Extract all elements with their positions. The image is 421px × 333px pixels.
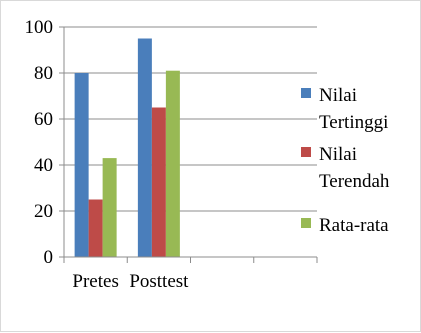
y-tick-label: 80	[34, 63, 53, 84]
y-tick-labels: 0 20 40 60 80 100	[25, 17, 54, 268]
axes	[59, 26, 318, 263]
bar-rata-rata-Posttest	[165, 70, 180, 257]
y-tick-label: 20	[34, 201, 53, 222]
bar-nilai-tertinggi-Pretes	[74, 73, 89, 257]
legend-label: Tertinggi	[319, 112, 388, 133]
y-tick-label: 60	[34, 109, 53, 130]
legend-label: Nilai	[319, 144, 357, 165]
legend-swatch	[301, 218, 311, 228]
legend-label: Terendah	[319, 171, 390, 192]
y-tick-label: 40	[34, 155, 53, 176]
bar-rata-rata-Pretes	[102, 158, 117, 257]
y-tick-label: 100	[25, 17, 54, 38]
bar-nilai-tertinggi-Posttest	[137, 38, 152, 257]
x-category-label: Posttest	[129, 271, 189, 292]
gridlines	[64, 26, 317, 212]
y-tick-label: 0	[44, 247, 54, 268]
legend-swatch	[301, 88, 311, 98]
legend-swatch	[301, 147, 311, 157]
x-category-label: Pretes	[72, 271, 118, 292]
legend-label: Nilai	[319, 85, 357, 106]
legend-label: Rata-rata	[319, 215, 389, 236]
bar-nilai-terendah-Posttest	[151, 107, 166, 257]
legend: Nilai Tertinggi Nilai Terendah Rata-rata	[301, 85, 390, 236]
bars	[74, 38, 180, 257]
bar-nilai-terendah-Pretes	[88, 199, 103, 257]
x-category-labels: Pretes Posttest	[72, 271, 189, 292]
